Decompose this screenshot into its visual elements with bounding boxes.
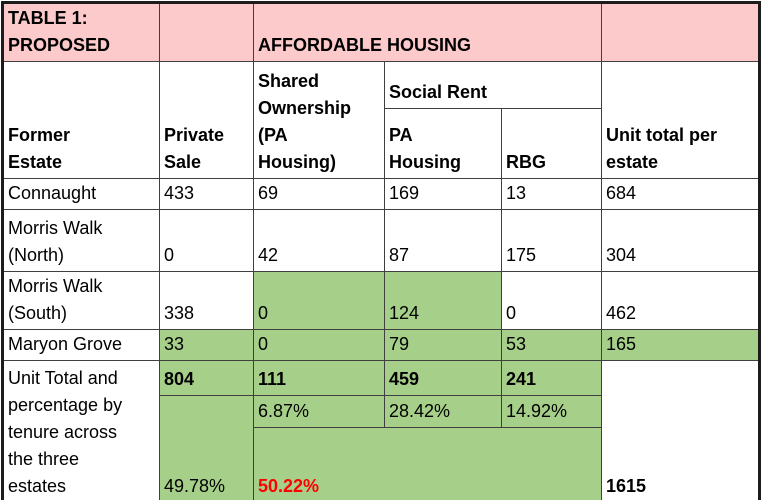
maryon-private-sale: 33 bbox=[159, 329, 254, 361]
mw-south-private-sale: 338 bbox=[159, 271, 254, 330]
totals-affordable-share-row: 50.22% bbox=[3, 427, 760, 500]
mw-south-unit-total: 462 bbox=[601, 271, 760, 330]
mw-south-rbg: 0 bbox=[501, 271, 602, 330]
connaught-private-sale: 433 bbox=[159, 178, 254, 210]
table-row-morris-walk-north: Morris Walk (North) 0 42 87 175 304 bbox=[2, 209, 760, 272]
maryon-unit-total: 165 bbox=[601, 329, 760, 361]
mw-north-unit-total: 304 bbox=[601, 209, 760, 272]
mw-north-estate-name: Morris Walk (North) bbox=[2, 209, 160, 272]
total-pa-housing: 459 bbox=[384, 360, 502, 396]
private-sale-share: 49.78% bbox=[159, 395, 254, 500]
column-header-row: Former Estate Private Sale Shared Owners… bbox=[2, 61, 760, 179]
mw-north-private-sale: 0 bbox=[159, 209, 254, 272]
pct-rbg: 14.92% bbox=[501, 395, 602, 428]
totals-label: Unit Total and percentage by tenure acro… bbox=[2, 360, 160, 500]
maryon-estate-name: Maryon Grove bbox=[2, 329, 160, 361]
mw-south-estate-name: Morris Walk (South) bbox=[2, 271, 160, 330]
totals-percentage-row: 49.78% 6.87% 28.42% 14.92% bbox=[3, 395, 760, 500]
col-header-social-rent: Social Rent bbox=[384, 61, 602, 109]
total-private-sale: 804 bbox=[159, 360, 254, 396]
affordable-housing-header: AFFORDABLE HOUSING bbox=[253, 2, 602, 62]
col-header-private-sale: Private Sale bbox=[159, 61, 254, 179]
title-spacer-cell-right bbox=[601, 2, 760, 62]
table-row-maryon-grove: Maryon Grove 33 0 79 53 165 bbox=[2, 329, 760, 361]
pct-pa-housing: 28.42% bbox=[384, 395, 502, 428]
maryon-shared-ownership: 0 bbox=[253, 329, 385, 361]
connaught-unit-total: 684 bbox=[601, 178, 760, 210]
pct-shared-ownership: 6.87% bbox=[253, 395, 385, 428]
total-shared-ownership: 111 bbox=[253, 360, 385, 396]
totals-units-row: Unit Total and percentage by tenure acro… bbox=[2, 360, 760, 500]
maryon-rbg: 53 bbox=[501, 329, 602, 361]
mw-south-pa-housing: 124 bbox=[384, 271, 502, 330]
connaught-rbg: 13 bbox=[501, 178, 602, 210]
col-header-rbg: RBG bbox=[501, 108, 602, 179]
mw-north-rbg: 175 bbox=[501, 209, 602, 272]
column-subheader-row: PA Housing RBG bbox=[3, 108, 760, 179]
table-row-connaught: Connaught 433 69 169 13 684 bbox=[2, 178, 760, 210]
col-header-former-estate: Former Estate bbox=[2, 61, 160, 179]
grand-total: 1615 bbox=[601, 360, 760, 500]
maryon-pa-housing: 79 bbox=[384, 329, 502, 361]
affordable-share: 50.22% bbox=[253, 427, 602, 500]
table-title: TABLE 1: PROPOSED bbox=[2, 2, 160, 62]
mw-north-shared-ownership: 42 bbox=[253, 209, 385, 272]
col-header-unit-total: Unit total per estate bbox=[601, 61, 760, 179]
mw-south-shared-ownership: 0 bbox=[253, 271, 385, 330]
table-row-morris-walk-south: Morris Walk (South) 338 0 124 0 462 bbox=[2, 271, 760, 330]
title-row: TABLE 1: PROPOSED AFFORDABLE HOUSING bbox=[2, 2, 760, 62]
connaught-shared-ownership: 69 bbox=[253, 178, 385, 210]
connaught-pa-housing: 169 bbox=[384, 178, 502, 210]
connaught-estate-name: Connaught bbox=[2, 178, 160, 210]
title-spacer-cell bbox=[159, 2, 254, 62]
total-rbg: 241 bbox=[501, 360, 602, 396]
col-header-pa-housing: PA Housing bbox=[384, 108, 502, 179]
col-header-shared-ownership: Shared Ownership (PA Housing) bbox=[253, 61, 385, 179]
mw-north-pa-housing: 87 bbox=[384, 209, 502, 272]
